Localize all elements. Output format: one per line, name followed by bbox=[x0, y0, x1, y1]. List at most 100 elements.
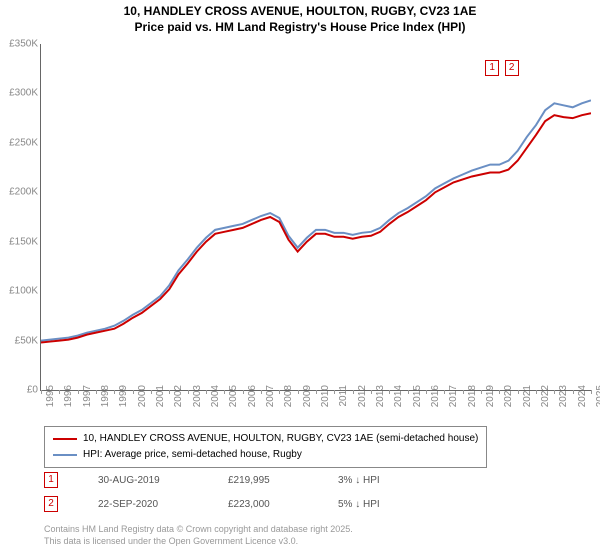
chart-container: 10, HANDLEY CROSS AVENUE, HOULTON, RUGBY… bbox=[0, 0, 600, 560]
x-axis-tick bbox=[279, 390, 280, 394]
point-price-2: £223,000 bbox=[228, 499, 298, 510]
x-axis-tick bbox=[188, 390, 189, 394]
x-axis-tick bbox=[206, 390, 207, 394]
x-axis-tick bbox=[41, 390, 42, 394]
y-axis-label: £100K bbox=[0, 286, 38, 297]
x-axis-tick bbox=[224, 390, 225, 394]
x-axis-tick bbox=[499, 390, 500, 394]
x-axis-tick bbox=[261, 390, 262, 394]
y-axis-label: £0 bbox=[0, 385, 38, 396]
x-axis-tick bbox=[243, 390, 244, 394]
x-axis-label: 2009 bbox=[302, 385, 313, 407]
y-axis-label: £250K bbox=[0, 137, 38, 148]
y-axis-label: £150K bbox=[0, 236, 38, 247]
x-axis-tick bbox=[151, 390, 152, 394]
x-axis-label: 2014 bbox=[393, 385, 404, 407]
legend-label: HPI: Average price, semi-detached house,… bbox=[83, 447, 302, 463]
x-axis-label: 2001 bbox=[155, 385, 166, 407]
x-axis-label: 2010 bbox=[320, 385, 331, 407]
marker-badge-1: 1 bbox=[44, 472, 58, 488]
x-axis-label: 2024 bbox=[577, 385, 588, 407]
x-axis-tick bbox=[573, 390, 574, 394]
x-axis-tick bbox=[444, 390, 445, 394]
x-axis-tick bbox=[463, 390, 464, 394]
x-axis-label: 2007 bbox=[265, 385, 276, 407]
legend-row: 10, HANDLEY CROSS AVENUE, HOULTON, RUGBY… bbox=[53, 431, 478, 447]
x-axis-tick bbox=[408, 390, 409, 394]
series-line bbox=[41, 113, 591, 342]
y-axis-label: £50K bbox=[0, 335, 38, 346]
series-line bbox=[41, 100, 591, 340]
x-axis-tick bbox=[591, 390, 592, 394]
x-axis-label: 1999 bbox=[118, 385, 129, 407]
x-axis-tick bbox=[334, 390, 335, 394]
x-axis-label: 2005 bbox=[228, 385, 239, 407]
plot-area: 1995199619971998199920002001200220032004… bbox=[40, 44, 591, 391]
x-axis-label: 2022 bbox=[540, 385, 551, 407]
x-axis-tick bbox=[169, 390, 170, 394]
x-axis-tick bbox=[133, 390, 134, 394]
footer-line-1: Contains HM Land Registry data © Crown c… bbox=[44, 524, 353, 536]
marker-badge-2: 2 bbox=[44, 496, 58, 512]
plot-marker: 1 bbox=[485, 60, 499, 76]
x-axis-label: 2016 bbox=[430, 385, 441, 407]
legend-label: 10, HANDLEY CROSS AVENUE, HOULTON, RUGBY… bbox=[83, 431, 478, 447]
x-axis-tick bbox=[78, 390, 79, 394]
x-axis-label: 2018 bbox=[467, 385, 478, 407]
x-axis-label: 2020 bbox=[503, 385, 514, 407]
x-axis-tick bbox=[316, 390, 317, 394]
point-price-1: £219,995 bbox=[228, 475, 298, 486]
point-date-1: 30-AUG-2019 bbox=[98, 475, 188, 486]
x-axis-label: 2021 bbox=[522, 385, 533, 407]
x-axis-label: 2025 bbox=[595, 385, 600, 407]
y-axis-label: £200K bbox=[0, 187, 38, 198]
x-axis-label: 2019 bbox=[485, 385, 496, 407]
point-date-2: 22-SEP-2020 bbox=[98, 499, 188, 510]
x-axis-label: 2006 bbox=[247, 385, 258, 407]
title-line-2: Price paid vs. HM Land Registry's House … bbox=[0, 20, 600, 36]
x-axis-label: 1998 bbox=[100, 385, 111, 407]
legend-row: HPI: Average price, semi-detached house,… bbox=[53, 447, 478, 463]
x-axis-label: 2004 bbox=[210, 385, 221, 407]
legend-swatch bbox=[53, 454, 77, 456]
x-axis-label: 2023 bbox=[558, 385, 569, 407]
x-axis-label: 2012 bbox=[357, 385, 368, 407]
x-axis-tick bbox=[518, 390, 519, 394]
x-axis-tick bbox=[298, 390, 299, 394]
x-axis-tick bbox=[59, 390, 60, 394]
x-axis-tick bbox=[96, 390, 97, 394]
x-axis-label: 1996 bbox=[63, 385, 74, 407]
plot-marker: 2 bbox=[505, 60, 519, 76]
x-axis-label: 2008 bbox=[283, 385, 294, 407]
x-axis-tick bbox=[371, 390, 372, 394]
y-axis-label: £350K bbox=[0, 39, 38, 50]
x-axis-label: 2013 bbox=[375, 385, 386, 407]
y-axis-label: £300K bbox=[0, 88, 38, 99]
x-axis-tick bbox=[554, 390, 555, 394]
x-axis-label: 2002 bbox=[173, 385, 184, 407]
data-point-row-2: 2 22-SEP-2020 £223,000 5% ↓ HPI bbox=[44, 496, 380, 512]
x-axis-tick bbox=[353, 390, 354, 394]
x-axis-tick bbox=[114, 390, 115, 394]
x-axis-tick bbox=[389, 390, 390, 394]
title-line-1: 10, HANDLEY CROSS AVENUE, HOULTON, RUGBY… bbox=[0, 4, 600, 20]
data-point-row-1: 1 30-AUG-2019 £219,995 3% ↓ HPI bbox=[44, 472, 380, 488]
legend-box: 10, HANDLEY CROSS AVENUE, HOULTON, RUGBY… bbox=[44, 426, 487, 468]
x-axis-tick bbox=[426, 390, 427, 394]
legend-swatch bbox=[53, 438, 77, 440]
x-axis-label: 2015 bbox=[412, 385, 423, 407]
footer-line-2: This data is licensed under the Open Gov… bbox=[44, 536, 353, 548]
x-axis-label: 2017 bbox=[448, 385, 459, 407]
x-axis-tick bbox=[536, 390, 537, 394]
x-axis-label: 1997 bbox=[82, 385, 93, 407]
x-axis-label: 1995 bbox=[45, 385, 56, 407]
chart-title: 10, HANDLEY CROSS AVENUE, HOULTON, RUGBY… bbox=[0, 0, 600, 35]
point-delta-2: 5% ↓ HPI bbox=[338, 499, 380, 510]
x-axis-tick bbox=[481, 390, 482, 394]
chart-svg bbox=[41, 44, 591, 390]
x-axis-label: 2011 bbox=[338, 385, 349, 407]
x-axis-label: 2003 bbox=[192, 385, 203, 407]
x-axis-label: 2000 bbox=[137, 385, 148, 407]
point-delta-1: 3% ↓ HPI bbox=[338, 475, 380, 486]
footer-text: Contains HM Land Registry data © Crown c… bbox=[44, 524, 353, 547]
